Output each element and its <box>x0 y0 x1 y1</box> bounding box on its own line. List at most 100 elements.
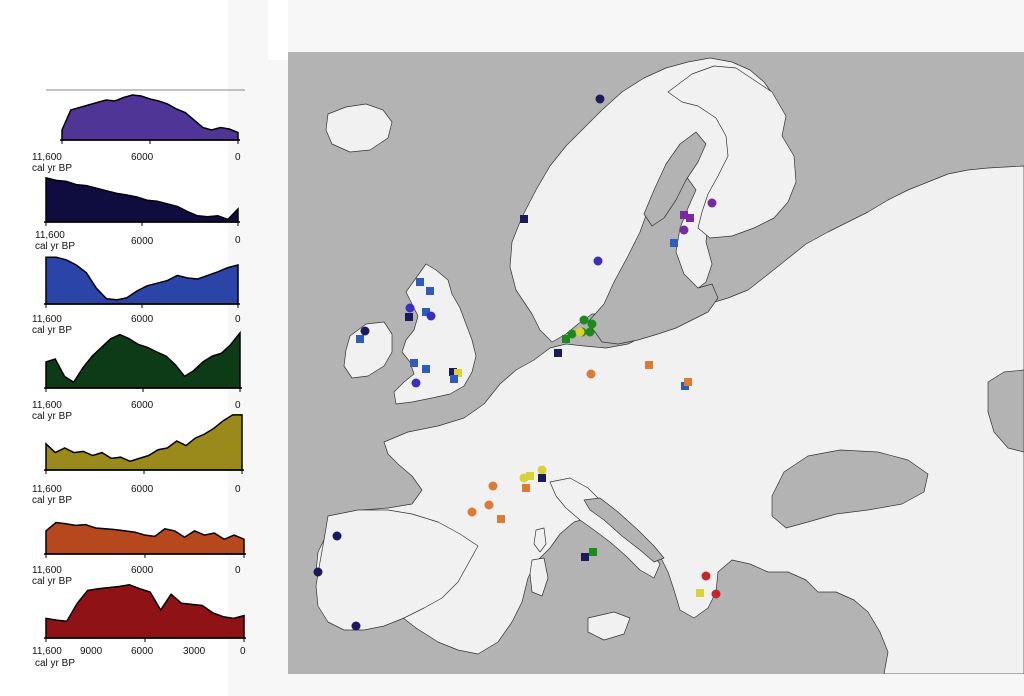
time-series-panels <box>44 89 246 642</box>
panel-7-x-9000: 9000 <box>80 646 103 657</box>
map-background-notch <box>268 0 288 60</box>
panel-1-x-start: 11,600 <box>32 152 62 163</box>
site-marker-purple-square <box>686 214 694 222</box>
site-marker-blue-square <box>422 365 430 373</box>
site-marker-orange-square <box>645 361 653 369</box>
panel-2-x-unit: cal yr BP <box>35 241 76 252</box>
panel-7-x-end: 0 <box>240 646 246 657</box>
site-marker-navy-square <box>520 215 528 223</box>
site-marker-blue-square <box>450 375 458 383</box>
site-marker-purple-circle <box>707 198 717 208</box>
site-marker-blue-square <box>426 287 434 295</box>
panel-6-x-mid: 6000 <box>131 565 154 576</box>
site-marker-purple-circle <box>679 225 689 235</box>
site-marker-violet-circle <box>593 256 603 266</box>
panel-6-x-unit: cal yr BP <box>32 576 73 587</box>
panel-5-x-start: 11,600 <box>32 484 62 495</box>
site-marker-green-circle <box>587 319 597 329</box>
panel-5-x-unit: cal yr BP <box>32 495 73 506</box>
panel-7-x-3000: 3000 <box>183 646 206 657</box>
panel-4-x-end: 0 <box>235 400 241 411</box>
site-markers <box>313 94 721 631</box>
panel-4-x-mid: 6000 <box>131 400 154 411</box>
panel-4-x-start: 11,600 <box>32 400 62 411</box>
panel-7-x-start: 11,600 <box>32 646 62 657</box>
site-marker-navy-square <box>449 368 457 376</box>
land-masses <box>315 57 1024 674</box>
site-marker-blue-square <box>422 308 430 316</box>
site-marker-green-square <box>589 548 597 556</box>
panel-7-curve <box>45 584 245 639</box>
site-marker-orange-circle <box>488 481 498 491</box>
site-marker-navy-square <box>538 474 546 482</box>
panel-6-x-end: 0 <box>235 565 241 576</box>
panel-5-curve <box>45 414 243 471</box>
iberia <box>315 509 479 631</box>
panel-6-curve <box>45 521 245 555</box>
site-marker-green-circle <box>585 327 595 337</box>
panel-2-x-start: 11,600 <box>35 230 65 241</box>
panel-4-x-unit: cal yr BP <box>32 411 73 422</box>
site-marker-orange-circle <box>484 500 494 510</box>
site-marker-orange-square <box>684 378 692 386</box>
site-marker-green-circle <box>579 315 589 325</box>
site-marker-navy-square <box>405 313 413 321</box>
panel-5-x-end: 0 <box>235 484 241 495</box>
panel-2-curve <box>45 176 239 223</box>
sardinia <box>529 557 549 597</box>
site-marker-violet-circle <box>426 311 436 321</box>
site-marker-navy-circle <box>313 567 323 577</box>
site-marker-purple-square <box>680 211 688 219</box>
panel-7-x-6000: 6000 <box>131 646 154 657</box>
site-marker-violet-circle <box>405 303 415 313</box>
site-marker-green-square <box>562 335 570 343</box>
panel-3-x-end: 0 <box>235 314 241 325</box>
site-marker-blue-square <box>670 239 678 247</box>
iceland <box>325 103 393 153</box>
site-marker-orange-square <box>522 484 530 492</box>
site-marker-orange-circle <box>586 369 596 379</box>
finland <box>667 65 797 239</box>
site-marker-red-circle <box>711 589 721 599</box>
site-marker-blue-square <box>416 278 424 286</box>
panel-5-x-mid: 6000 <box>131 484 154 495</box>
site-marker-yellow-circle <box>537 465 547 475</box>
panel-6-x-start: 11,600 <box>32 565 62 576</box>
panel-1-x-mid: 6000 <box>131 152 154 163</box>
site-marker-yellow-square <box>526 472 534 480</box>
baltic-sea <box>587 175 719 345</box>
site-marker-navy-circle <box>360 326 370 336</box>
site-marker-navy-square <box>581 553 589 561</box>
site-marker-yellow-circle <box>575 327 585 337</box>
panel-3-curve <box>45 256 239 305</box>
sicily <box>587 611 631 641</box>
site-marker-yellow-square <box>454 369 462 377</box>
site-marker-red-circle <box>701 571 711 581</box>
site-marker-blue-square <box>410 359 418 367</box>
panel-1-curve <box>61 94 239 141</box>
site-marker-yellow-square <box>696 589 704 597</box>
europe-map <box>288 52 1024 674</box>
panel-3-x-start: 11,600 <box>32 314 62 325</box>
site-marker-orange-square <box>497 515 505 523</box>
site-marker-navy-circle <box>595 94 605 104</box>
site-marker-blue-square <box>356 335 364 343</box>
site-marker-navy-square <box>554 349 562 357</box>
panel-3-x-unit: cal yr BP <box>32 325 73 336</box>
panel-7-x-unit: cal yr BP <box>35 658 76 669</box>
panel-1-x-unit: cal yr BP <box>32 163 73 174</box>
caspian-sea <box>987 369 1024 453</box>
panel-1-x-end: 0 <box>235 152 241 163</box>
black-sea <box>771 449 929 529</box>
site-marker-violet-circle <box>411 378 421 388</box>
site-marker-navy-circle <box>351 621 361 631</box>
panel-2-x-end: 0 <box>235 235 241 246</box>
corsica <box>533 527 547 553</box>
panel-3-x-mid: 6000 <box>131 314 154 325</box>
adriatic-sea <box>583 497 665 563</box>
gulf-of-bothnia <box>643 131 707 227</box>
site-marker-navy-circle <box>332 531 342 541</box>
panel-2-x-mid: 6000 <box>131 236 154 247</box>
panel-4-curve <box>45 330 241 389</box>
